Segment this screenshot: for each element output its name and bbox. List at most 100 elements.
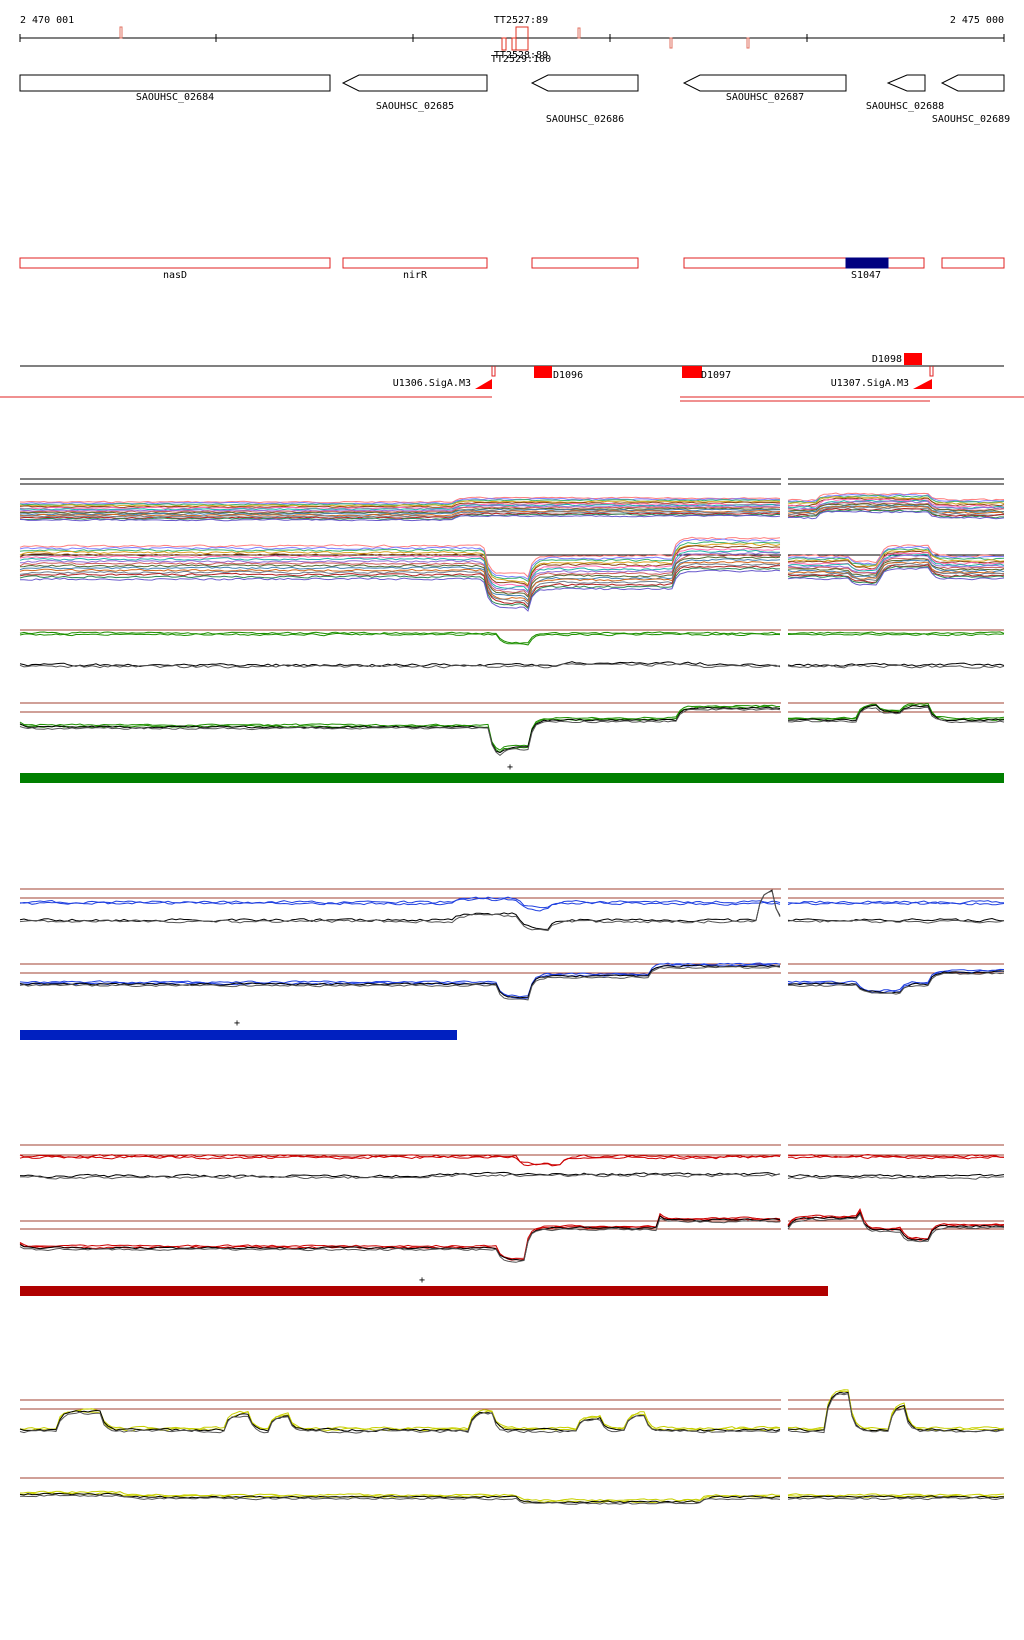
annotation-box[interactable] <box>531 257 639 269</box>
profile-line <box>19 500 781 507</box>
highlight-label: S1047 <box>851 270 881 281</box>
terminator-label-2: TT2528:89 <box>494 50 548 61</box>
profile-line <box>787 510 1005 520</box>
profile-line <box>19 632 781 646</box>
feature-label: D1098 <box>872 354 902 365</box>
profile-line <box>19 1411 781 1434</box>
ruler-end-label: 2 475 000 <box>950 15 1004 26</box>
threshold-lines <box>20 888 1004 974</box>
profile-line <box>19 1492 780 1504</box>
profile-line <box>787 547 1005 566</box>
annotation-box[interactable] <box>941 257 1005 269</box>
gene-track: SAOUHSC_02684 SAOUHSC_02685 SAOUHSC_0268… <box>19 74 1010 125</box>
annotation-box[interactable] <box>19 257 331 269</box>
profile-line <box>19 542 781 586</box>
transcript-lines <box>0 396 1024 402</box>
profile-line <box>19 540 781 583</box>
profile-line <box>787 1153 1004 1158</box>
profile-line <box>787 505 1005 515</box>
profile-line <box>19 505 781 512</box>
profile-line <box>787 1393 1005 1434</box>
profile-line <box>787 1207 1005 1240</box>
profile-line <box>19 706 781 754</box>
profile-line <box>19 963 781 1000</box>
feature-label: D1097 <box>701 370 731 381</box>
profile-line <box>788 1155 1005 1160</box>
panel-marker: + <box>419 1275 425 1286</box>
profile-line <box>19 514 781 522</box>
feature-block[interactable] <box>534 366 552 378</box>
promoter-arrow[interactable] <box>475 379 492 389</box>
profile-line <box>787 545 1005 565</box>
profile-line <box>787 492 1005 502</box>
gene-arrow[interactable] <box>886 74 926 92</box>
expression-panel-yellow <box>19 1389 1005 1505</box>
profile-line <box>787 500 1005 510</box>
profile-line <box>787 554 1005 574</box>
gene-arrow[interactable] <box>19 74 331 92</box>
profile-line <box>787 703 1005 720</box>
profile-line <box>787 968 1005 992</box>
ruler-track: 2 470 001 2 475 000 TT <box>19 15 1005 65</box>
profile-line <box>19 897 781 912</box>
ruler-small-markers <box>119 26 750 49</box>
gene-arrow[interactable] <box>530 74 639 92</box>
condition-profiles <box>19 492 1005 612</box>
profile-lines <box>19 1153 1005 1263</box>
profile-line <box>19 1155 781 1167</box>
profile-line <box>787 1173 1005 1178</box>
profile-line <box>787 550 1005 570</box>
profile-line <box>787 631 1005 635</box>
expression-panel-red: + <box>19 1144 1005 1296</box>
promoter-label: U1306.SigA.M3 <box>393 378 471 389</box>
expression-panel-blue: + <box>19 888 1005 1040</box>
profile-line <box>788 557 1005 575</box>
profile-line <box>787 900 1005 905</box>
profile-line <box>19 547 781 589</box>
feature-block[interactable] <box>904 353 922 365</box>
annotation-label: nirR <box>403 270 428 281</box>
gene-label: SAOUHSC_02688 <box>866 101 944 112</box>
profile-line <box>19 631 781 644</box>
gene-arrow[interactable] <box>341 74 488 92</box>
coverage-bar <box>20 1286 828 1296</box>
profile-line <box>19 964 781 999</box>
profile-line <box>19 1173 781 1180</box>
annotation-box[interactable] <box>342 257 488 269</box>
profile-line <box>787 919 1005 924</box>
profile-line <box>19 506 781 513</box>
promoter-label: U1307.SigA.M3 <box>831 378 909 389</box>
gene-label: SAOUHSC_02686 <box>546 114 624 125</box>
profile-line <box>787 558 1005 577</box>
gene-arrow[interactable] <box>940 74 1005 92</box>
feature-label: D1096 <box>553 370 583 381</box>
gene-label: SAOUHSC_02687 <box>726 92 804 103</box>
profile-line <box>19 1490 780 1502</box>
promoter-arrow[interactable] <box>913 379 932 389</box>
threshold-lines <box>20 629 1004 713</box>
profile-line <box>787 498 1005 508</box>
profile-line <box>19 1408 781 1431</box>
gene-arrow[interactable] <box>682 74 847 92</box>
gene-label: SAOUHSC_02689 <box>932 114 1010 125</box>
profile-line <box>19 498 781 505</box>
gene-label: SAOUHSC_02685 <box>376 101 454 112</box>
terminator-label-1: TT2527:89 <box>494 15 548 26</box>
profile-line <box>787 1211 1005 1241</box>
expression-panel-green: + <box>19 629 1005 783</box>
profile-line <box>19 510 781 517</box>
multi-condition-tracks <box>19 478 1005 612</box>
highlight-region[interactable] <box>845 257 889 269</box>
annotation-box[interactable] <box>683 257 925 269</box>
feature-block[interactable] <box>682 366 702 378</box>
profile-line <box>787 565 1005 585</box>
profile-line <box>787 664 1005 669</box>
profile-line <box>19 896 781 909</box>
profile-line <box>19 561 780 603</box>
profile-line <box>787 706 1005 724</box>
panel-marker: + <box>234 1018 240 1029</box>
promoter-ticks <box>491 366 934 377</box>
profile-lines <box>19 889 1005 1001</box>
profile-lines <box>19 631 1005 757</box>
